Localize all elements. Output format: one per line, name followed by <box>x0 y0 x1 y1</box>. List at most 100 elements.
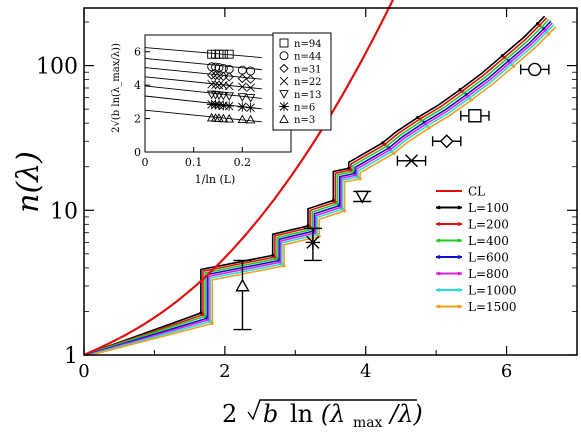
x-axis-label-max: max <box>353 415 383 431</box>
inset-x-tick-label: 0.2 <box>234 156 252 169</box>
series-line <box>83 17 548 356</box>
series-point <box>358 177 362 181</box>
series-point <box>467 96 471 100</box>
inset-x-tick-label: 0.1 <box>185 156 203 169</box>
marker-star <box>305 235 321 250</box>
inset-legend-symbol <box>279 76 289 86</box>
y-tick-label: 10 <box>50 199 78 224</box>
series-point <box>420 119 424 123</box>
marker-square <box>468 109 482 123</box>
marker-cross <box>404 154 418 168</box>
series-point <box>385 144 389 148</box>
y-tick-label: 100 <box>36 55 78 80</box>
inset-point-star <box>237 102 248 112</box>
series-point <box>504 57 509 61</box>
main-markers-group <box>233 62 550 331</box>
series-point <box>545 30 549 34</box>
series-line <box>87 22 553 356</box>
x-tick-label: 6 <box>501 361 512 382</box>
legend-label: L=600 <box>468 251 509 265</box>
inset-legend-symbol <box>279 90 289 99</box>
marker-diamond <box>439 134 454 149</box>
series-line <box>83 15 546 356</box>
legend-swatch-dot <box>457 288 461 292</box>
marker-triangle-up <box>235 278 250 292</box>
inset-legend-label: n=94 <box>294 39 322 50</box>
series-point <box>392 151 396 155</box>
legend-swatch-dot <box>457 271 461 276</box>
x-axis-label-radical <box>247 399 417 421</box>
inset-legend-frame <box>272 32 332 131</box>
legend-swatch-dot <box>437 288 441 292</box>
inset-point-diamond <box>210 70 221 81</box>
series-line <box>85 20 552 356</box>
legend-label: L=200 <box>468 218 509 232</box>
inset-fit-line <box>144 85 262 99</box>
inset-point-square <box>218 49 228 59</box>
legend-swatch-dot <box>437 271 441 276</box>
series-point <box>282 264 286 268</box>
inset-point-cross <box>238 82 247 92</box>
inset-point-diamond <box>207 70 217 80</box>
inset-legend-label: n=6 <box>294 103 315 114</box>
inset-fit-line <box>144 57 262 71</box>
inset-legend-label: n=44 <box>294 52 322 63</box>
legend-label: L=400 <box>468 234 509 248</box>
series-point <box>340 207 345 211</box>
inset-point-star <box>218 100 229 111</box>
svg-text:2 b ln (λ: 2 b ln (λ max /λ) <box>222 400 423 433</box>
inset-y-tick-label: 4 <box>134 79 141 92</box>
x-axis-label-b: b <box>263 400 278 428</box>
inset-point-triangle-down <box>245 94 256 103</box>
inset-plot: 0 0.1 0.2 0 2 4 6 1/ln (L) 2√(b ln(λ_max/λ)) n… <box>111 32 332 186</box>
series-line <box>90 26 557 356</box>
series-point <box>356 175 360 179</box>
series-point <box>390 149 394 154</box>
inset-fit-line <box>144 109 262 123</box>
series-point <box>469 98 473 102</box>
series-point <box>315 232 319 237</box>
series-point <box>351 170 355 174</box>
inset-point-square <box>224 49 234 59</box>
y-axis-label: n(λ) <box>11 151 46 213</box>
y-tick-label: 1 <box>64 344 78 369</box>
legend-swatch-dot <box>457 304 461 309</box>
inset-point-triangle-up <box>245 114 256 124</box>
x-axis-label-tail: /λ) <box>388 400 423 428</box>
series-point <box>275 257 279 261</box>
legend-swatch-dot <box>457 238 461 243</box>
inset-fit-line <box>144 47 262 59</box>
inset-legend-symbol <box>279 114 289 123</box>
x-axis-label: 2 b ln (λ max /λ) <box>222 399 423 433</box>
main-plot: 0 2 4 6 1 10 100 CL L=100 L=200 L=400 L=600 L=800 L=… <box>36 0 578 382</box>
inset-point-triangle-up <box>224 113 234 123</box>
x-tick-label: 2 <box>219 361 230 382</box>
series-point <box>280 262 284 266</box>
series-point <box>203 314 207 318</box>
inset-x-tick-label: 0 <box>142 156 149 169</box>
inset-content-group <box>144 47 262 124</box>
marker-triangle-down <box>355 190 370 204</box>
inset-legend-label: n=3 <box>294 115 315 126</box>
inset-point-cross <box>211 80 220 89</box>
inset-y-tick-label: 6 <box>134 46 141 59</box>
series-point <box>512 64 516 68</box>
x-axis-label-ln: ln <box>290 400 313 428</box>
inset-fit-line <box>144 67 262 80</box>
series-point <box>208 320 212 324</box>
legend-swatch-dot <box>457 255 461 259</box>
inset-point-diamond <box>237 73 247 84</box>
series-point <box>335 202 340 206</box>
series-point <box>342 209 347 213</box>
inset-axes-group: 0 0.1 0.2 0 2 4 6 <box>134 46 251 169</box>
inset-point-triangle-up <box>214 113 224 122</box>
inset-point-star <box>210 99 221 110</box>
series-point <box>509 62 514 66</box>
x-tick-label: 0 <box>78 361 89 382</box>
legend-swatch-dot <box>437 238 441 243</box>
inset-legend-symbol <box>279 38 289 48</box>
inset-legend: n=94 n=44n=31 n=22 n=13 n=6n=3 <box>279 38 322 126</box>
inset-point-triangle-down <box>237 93 248 102</box>
series-line <box>83 18 550 356</box>
